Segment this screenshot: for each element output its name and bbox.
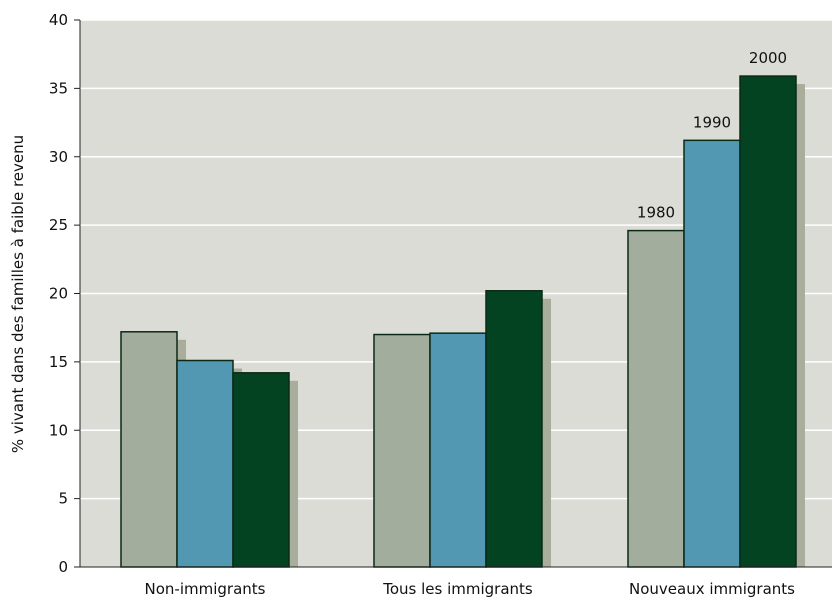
series-labels: 1980 1990 2000 <box>637 49 787 222</box>
y-axis-ticks: 0 5 10 15 20 25 30 35 40 <box>49 11 80 576</box>
bars <box>120 75 805 568</box>
bar-2000-0 <box>232 372 290 568</box>
y-tick-label: 30 <box>49 148 68 166</box>
bar-2000-2 <box>739 75 797 568</box>
x-tick-label: Nouveaux immigrants <box>629 580 795 598</box>
bar-1990-1 <box>429 332 487 568</box>
bar-1980-0 <box>120 331 178 568</box>
y-axis-title: % vivant dans des familles à faible reve… <box>9 135 27 453</box>
x-axis-ticks: Non-immigrants Tous les immigrants Nouveau… <box>145 580 796 598</box>
y-tick-label: 10 <box>49 421 68 439</box>
bar-1980-2 <box>627 229 685 568</box>
series-label-1990: 1990 <box>693 113 731 131</box>
y-tick-label: 20 <box>49 285 68 303</box>
bar-2000-1 <box>485 290 543 568</box>
bar-1990-2 <box>683 139 741 568</box>
bar-1990-0 <box>176 359 234 568</box>
y-tick-label: 5 <box>58 490 68 508</box>
series-label-1980: 1980 <box>637 204 675 222</box>
y-tick-label: 35 <box>49 79 68 97</box>
x-tick-label: Non-immigrants <box>145 580 266 598</box>
series-label-2000: 2000 <box>749 49 787 67</box>
x-tick-label: Tous les immigrants <box>382 580 533 598</box>
y-tick-label: 40 <box>49 11 68 29</box>
y-tick-label: 15 <box>49 353 68 371</box>
y-tick-label: 0 <box>58 558 68 576</box>
y-tick-label: 25 <box>49 216 68 234</box>
bar-1980-1 <box>373 333 431 568</box>
